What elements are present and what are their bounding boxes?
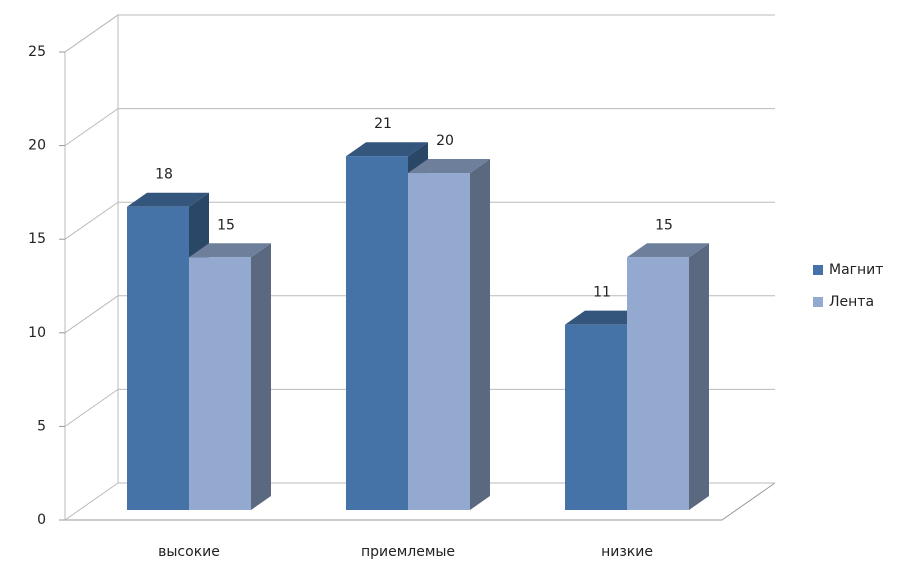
bar-top — [346, 142, 428, 157]
y-tick-label: 20 — [28, 138, 46, 154]
legend-label: Лента — [829, 294, 874, 310]
grid-line — [64, 201, 775, 240]
floor — [65, 482, 776, 521]
grid-line — [64, 388, 775, 427]
bar-top — [189, 243, 271, 258]
legend-swatch — [813, 297, 823, 307]
bar-side — [689, 243, 709, 510]
value-label: 20 — [436, 133, 454, 149]
bar — [189, 257, 251, 510]
left-wall — [64, 14, 119, 520]
grid-line — [64, 482, 775, 521]
x-tick-label: приемлемые — [361, 544, 455, 560]
bar-side — [251, 243, 271, 510]
bar-top — [565, 310, 647, 325]
y-tick-label: 5 — [37, 418, 46, 434]
x-tick-label: низкие — [601, 544, 653, 560]
bar — [127, 206, 189, 510]
y-tick-label: 25 — [28, 44, 46, 60]
y-tick-label: 15 — [28, 231, 46, 247]
value-label: 15 — [655, 217, 673, 233]
x-tick-label: высокие — [158, 544, 220, 560]
y-tick-label: 0 — [37, 512, 46, 528]
bar — [408, 173, 470, 511]
value-label: 15 — [217, 217, 235, 233]
legend-swatch — [813, 265, 823, 275]
bar-top — [408, 159, 490, 174]
legend-label: Магнит — [829, 262, 883, 278]
bar — [627, 257, 689, 510]
bar-side — [470, 159, 490, 511]
bar — [565, 324, 627, 510]
bar-top — [127, 192, 209, 207]
grid-line — [64, 295, 775, 334]
value-label: 21 — [374, 116, 392, 132]
bar — [346, 156, 408, 510]
grid-line — [64, 14, 775, 53]
grid-line — [64, 108, 775, 147]
y-tick-label: 10 — [28, 325, 46, 341]
value-label: 11 — [593, 285, 611, 301]
bar-top — [627, 243, 709, 258]
value-label: 18 — [155, 167, 173, 183]
